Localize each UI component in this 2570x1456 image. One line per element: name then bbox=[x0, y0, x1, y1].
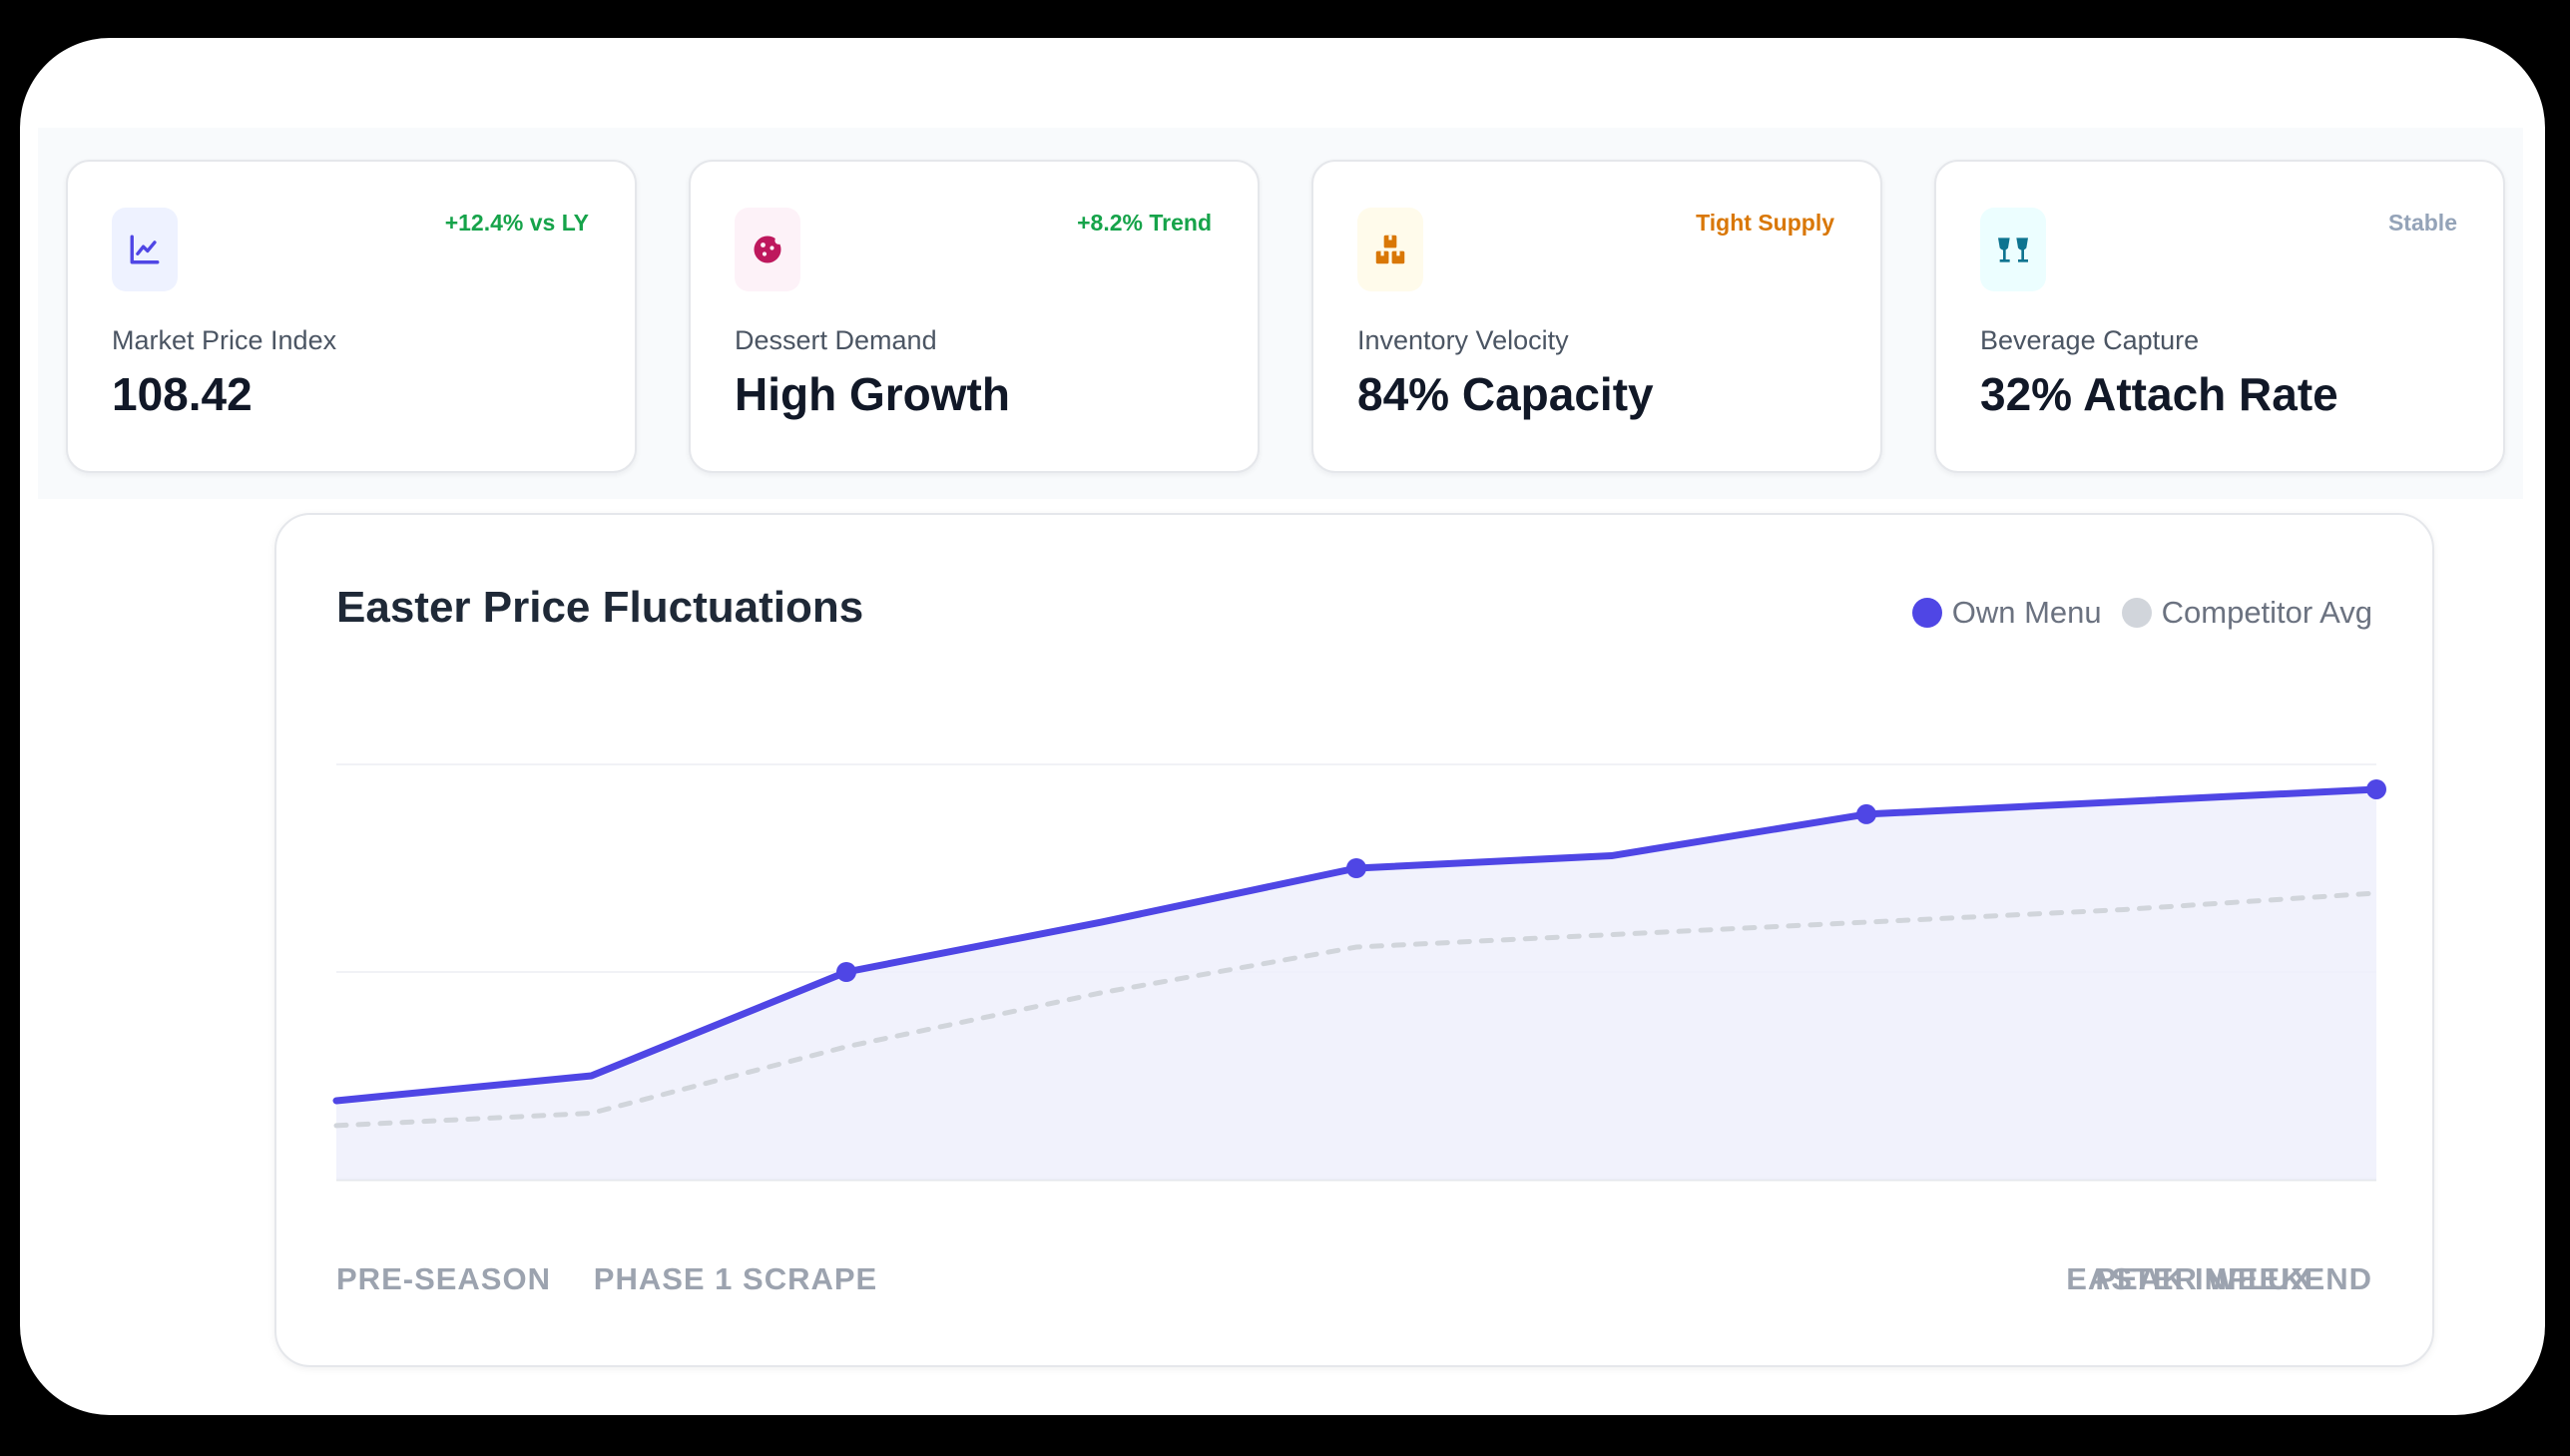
stat-trend: Tight Supply bbox=[1696, 210, 1834, 236]
chart-legend: Own Menu Competitor Avg bbox=[1911, 595, 2372, 631]
stat-trend: +12.4% vs LY bbox=[444, 210, 589, 236]
stat-label: Inventory Velocity bbox=[1357, 325, 1569, 355]
stat-card-market-price[interactable]: +12.4% vs LY Market Price Index 108.42 bbox=[66, 160, 637, 473]
stat-value: 108.42 bbox=[112, 368, 253, 420]
legend-item-own-menu[interactable]: Own Menu bbox=[1911, 595, 2102, 631]
stat-trend: +8.2% Trend bbox=[1077, 210, 1212, 236]
competitor-avg-line bbox=[333, 890, 2379, 1129]
legend-swatch-own-menu bbox=[1911, 598, 1942, 628]
x-tick-label: PHASE 1 SCRAPE bbox=[593, 1261, 878, 1296]
x-tick-label: EASTER WEEKEND bbox=[2066, 1261, 2372, 1296]
cookie-icon bbox=[754, 236, 783, 263]
boxes-icon bbox=[1375, 235, 1405, 264]
chart-title: Easter Price Fluctuations bbox=[336, 583, 864, 632]
legend-label-competitor-avg: Competitor Avg bbox=[2161, 595, 2372, 630]
stat-value: High Growth bbox=[735, 368, 1010, 420]
line-chart bbox=[332, 763, 2386, 1182]
legend-item-competitor-avg[interactable]: Competitor Avg bbox=[2121, 595, 2372, 631]
cheers-glasses-icon bbox=[1998, 238, 2028, 262]
stat-card-icon-box bbox=[112, 208, 178, 291]
own-menu-area bbox=[336, 788, 2376, 1180]
x-tick-label: PRE-SEASON bbox=[336, 1261, 551, 1296]
x-tick-label: PEAK INFLUX bbox=[2095, 1261, 2313, 1296]
stat-card-dessert-demand[interactable]: +8.2% Trend Dessert Demand High Growth bbox=[689, 160, 1260, 473]
own-menu-point bbox=[1346, 858, 1366, 878]
stat-card-icon-box bbox=[735, 208, 800, 291]
legend-label-own-menu: Own Menu bbox=[1951, 595, 2102, 630]
stat-value: 32% Attach Rate bbox=[1980, 368, 2338, 420]
stat-value: 84% Capacity bbox=[1357, 368, 1654, 420]
price-chart-card: Easter Price Fluctuations Own Menu Compe… bbox=[274, 513, 2434, 1367]
stat-card-icon-box bbox=[1357, 208, 1423, 291]
line-chart-icon bbox=[130, 235, 160, 264]
legend-swatch-competitor-avg bbox=[2121, 598, 2152, 628]
stat-card-inventory-velocity[interactable]: Tight Supply Inventory Velocity 84% Capa… bbox=[1311, 160, 1882, 473]
own-menu-point bbox=[1856, 803, 1876, 824]
stat-label: Market Price Index bbox=[112, 325, 337, 355]
app-frame: +12.4% vs LY Market Price Index 108.42 +… bbox=[20, 38, 2545, 1415]
stat-trend: Stable bbox=[2387, 210, 2457, 236]
own-menu-point bbox=[2366, 778, 2386, 799]
own-menu-point bbox=[836, 962, 856, 982]
stat-label: Dessert Demand bbox=[735, 325, 937, 355]
stat-card-icon-box bbox=[1980, 208, 2046, 291]
stat-label: Beverage Capture bbox=[1980, 325, 2200, 355]
stat-card-beverage-capture[interactable]: Stable Beverage Capture 32% Attach Rate bbox=[1934, 160, 2505, 473]
